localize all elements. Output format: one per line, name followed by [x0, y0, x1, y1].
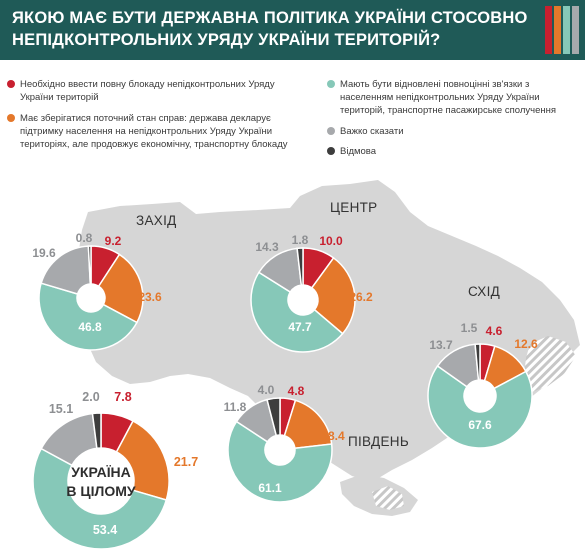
donut-total: 7.8 21.7 53.4 15.1 2.0	[32, 390, 198, 550]
donut-east-label-4: 1.5	[461, 321, 478, 335]
region-label-west: ЗАХІД	[136, 213, 177, 228]
region-label-south: ПІВДЕНЬ	[348, 434, 410, 449]
legend-item-0: Необхідно ввести повну блокаду непідконт…	[20, 79, 275, 103]
region-label-east: СХІД	[468, 284, 501, 299]
title-line-2: НЕПІДКОНТРОЛЬНИХ УРЯДУ УКРАЇНИ ТЕРИТОРІЙ…	[12, 31, 441, 49]
legend-swatch-4	[327, 147, 335, 155]
donut-west-label-4: 0.8	[76, 231, 93, 245]
donut-west-label-1: 23.6	[138, 290, 162, 304]
stripe-red	[545, 6, 552, 54]
legend-item-4: Відмова	[340, 146, 377, 157]
donut-total-label-3: 15.1	[49, 402, 73, 416]
donut-west-label-2: 46.8	[78, 320, 102, 334]
legend-item-1: Має зберігатися поточний стан справ: дер…	[20, 113, 288, 150]
donut-south-label-2: 61.1	[258, 481, 282, 495]
total-label-line1: УКРАЇНА	[71, 464, 131, 480]
legend-swatch-0	[7, 80, 15, 88]
donut-center-hole	[288, 285, 318, 315]
donut-south-label-3: 11.8	[224, 400, 247, 414]
donut-total-label-2: 53.4	[93, 523, 117, 537]
donut-south-label-1: 18.4	[321, 429, 345, 443]
occupied-east-hatch	[524, 336, 576, 392]
donut-south-hole	[265, 435, 295, 465]
donut-center-label-2: 47.7	[288, 320, 312, 334]
chart-title: ЯКОЮ МАЄ БУТИ ДЕРЖАВНА ПОЛІТИКА УКРАЇНИ …	[12, 7, 532, 51]
donut-charts: 9.2 23.6 46.8 19.6 0.8 10.0 26.2 47.7 14.3 1.8 4.6…	[32, 231, 538, 550]
total-label-line2: В ЦІЛОМУ	[66, 483, 135, 499]
header-banner: ЯКОЮ МАЄ БУТИ ДЕРЖАВНА ПОЛІТИКА УКРАЇНИ …	[0, 0, 585, 60]
donut-center-label-3: 14.3	[255, 240, 279, 254]
donut-south-label-0: 4.8	[288, 384, 305, 398]
donut-center-label-1: 26.2	[349, 290, 373, 304]
legend-item-2: Мають бути відновлені повноцінні зв'язки…	[340, 79, 556, 116]
donut-center: 10.0 26.2 47.7 14.3 1.8	[250, 233, 373, 353]
donut-east-label-3: 13.7	[429, 338, 453, 352]
crimea-hatch	[372, 486, 404, 510]
legend-swatch-3	[327, 127, 335, 135]
donut-total-label-1: 21.7	[174, 455, 198, 469]
stripe-teal	[563, 6, 570, 54]
legend-item-3: Важко сказати	[340, 126, 404, 137]
legend-swatch-1	[7, 114, 15, 122]
donut-south: 4.8 18.4 61.1 11.8 4.0	[224, 383, 345, 503]
donut-center-label-0: 10.0	[319, 234, 343, 248]
legend-swatch-2	[327, 80, 335, 88]
donut-east-label-2: 67.6	[468, 418, 492, 432]
title-line-1: ЯКОЮ МАЄ БУТИ ДЕРЖАВНА ПОЛІТИКА УКРАЇНИ …	[12, 9, 528, 27]
donut-east-label-0: 4.6	[486, 324, 503, 338]
donut-total-hole	[68, 448, 134, 514]
donut-east-hole	[464, 380, 496, 412]
stripe-orange	[554, 6, 561, 54]
donut-west-hole	[77, 284, 105, 312]
donut-west-label-0: 9.2	[105, 234, 122, 248]
donut-west-label-3: 19.6	[32, 246, 56, 260]
stripe-grey	[572, 6, 579, 54]
donut-west: 9.2 23.6 46.8 19.6 0.8	[32, 231, 162, 351]
donut-center-label-4: 1.8	[292, 233, 309, 247]
region-label-center: ЦЕНТР	[330, 200, 378, 215]
donut-total-label-0: 7.8	[114, 390, 131, 404]
donut-south-label-4: 4.0	[258, 383, 275, 397]
donut-total-label-4: 2.0	[82, 390, 99, 404]
donut-east: 4.6 12.6 67.6 13.7 1.5	[427, 321, 538, 449]
donut-east-label-1: 12.6	[514, 337, 538, 351]
